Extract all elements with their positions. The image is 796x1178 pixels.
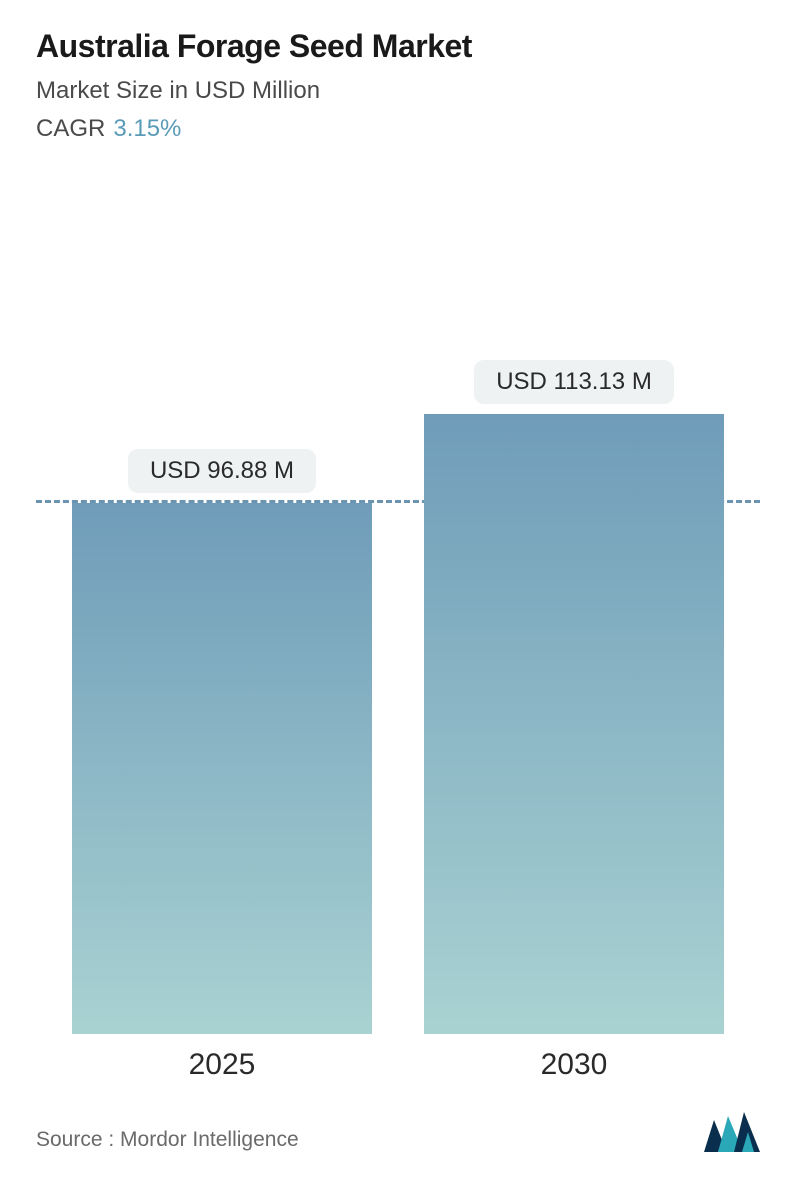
x-label-2025: 2025 bbox=[72, 1048, 372, 1082]
x-axis-labels: 2025 2030 bbox=[36, 1034, 760, 1082]
value-badge-2025: USD 96.88 M bbox=[128, 449, 316, 493]
mordor-logo-icon bbox=[704, 1112, 760, 1152]
bar-2030 bbox=[424, 414, 724, 1034]
cagr-value: 3.15% bbox=[113, 115, 181, 142]
chart-footer: Source : Mordor Intelligence bbox=[0, 1082, 796, 1178]
bar-2025 bbox=[72, 503, 372, 1034]
bar-group-2025: USD 96.88 M bbox=[72, 449, 372, 1034]
chart-area: USD 96.88 M USD 113.13 M bbox=[36, 185, 760, 1034]
cagr-row: CAGR 3.15% bbox=[36, 115, 760, 143]
bar-group-2030: USD 113.13 M bbox=[424, 360, 724, 1034]
source-text: Source : Mordor Intelligence bbox=[36, 1128, 299, 1152]
chart-subtitle: Market Size in USD Million bbox=[36, 77, 760, 105]
chart-title: Australia Forage Seed Market bbox=[36, 28, 760, 65]
chart-container: Australia Forage Seed Market Market Size… bbox=[0, 0, 796, 1034]
cagr-label: CAGR bbox=[36, 115, 105, 142]
value-badge-2030: USD 113.13 M bbox=[474, 360, 674, 404]
x-label-2030: 2030 bbox=[424, 1048, 724, 1082]
